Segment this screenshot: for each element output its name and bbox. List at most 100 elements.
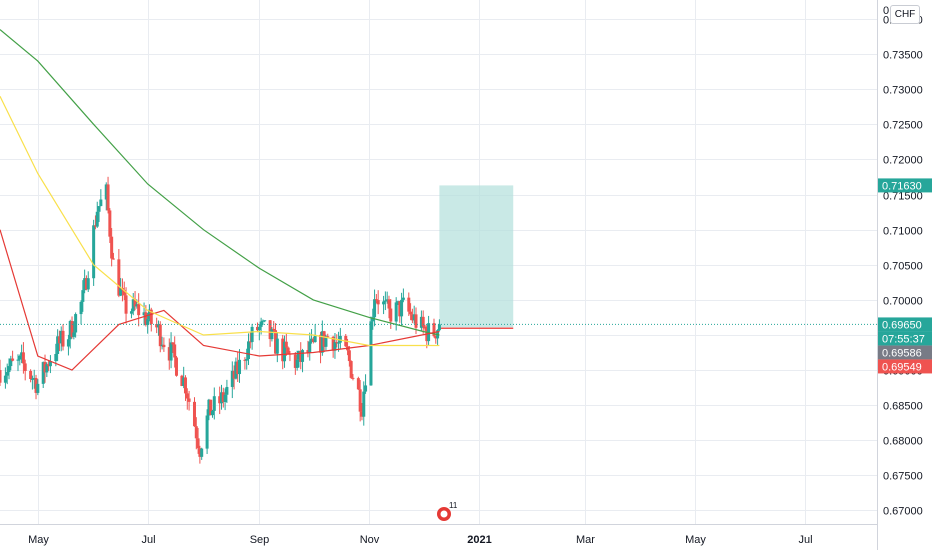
candle-body: [394, 302, 398, 322]
candle-body: [225, 386, 229, 395]
candle-body: [99, 199, 103, 207]
price-tag-label: 0.69586: [882, 347, 922, 359]
candle-body: [56, 336, 60, 354]
price-tick-label: 0.72000: [883, 155, 923, 167]
candle-body: [30, 378, 34, 380]
candle-body: [20, 352, 24, 356]
candle-body: [347, 350, 351, 362]
candle-body: [167, 347, 171, 361]
candle-body: [106, 184, 110, 211]
candle-body: [351, 377, 355, 379]
candle-body: [319, 334, 323, 353]
candle-body: [401, 297, 405, 300]
candle-body: [349, 361, 353, 378]
candle-body: [218, 396, 222, 404]
candle-body: [425, 328, 429, 342]
price-tag-bg: [878, 178, 932, 193]
candle-body: [400, 299, 404, 317]
candle-body: [283, 341, 287, 362]
candle-body: [81, 290, 85, 302]
candle-body: [74, 314, 78, 333]
time-tick-label: Jul: [798, 534, 812, 546]
logo-badge: 11: [449, 501, 458, 510]
candle-body: [47, 364, 51, 367]
candle-body: [54, 353, 58, 362]
candle-body: [144, 312, 148, 326]
candle-body: [79, 301, 83, 315]
candle-body: [358, 389, 362, 412]
candle-body: [11, 358, 15, 361]
candle-body: [371, 317, 375, 322]
currency-button[interactable]: CHF: [890, 5, 920, 24]
candle-body: [207, 399, 211, 416]
candle-body: [326, 336, 330, 338]
candle-body: [9, 358, 13, 367]
candle-body: [160, 344, 164, 347]
candle-body: [158, 324, 162, 347]
candle-body: [72, 332, 76, 337]
price-tick-label: 0.67000: [883, 506, 923, 518]
candle-body: [3, 375, 7, 383]
candle-body: [149, 309, 153, 325]
candle-body: [182, 377, 186, 386]
candles[interactable]: [0, 176, 441, 464]
candle-body: [200, 448, 204, 457]
candle-body: [360, 411, 364, 417]
candle-body: [108, 210, 112, 237]
time-tick-label: Sep: [250, 534, 270, 546]
candle-body: [187, 398, 191, 402]
candle-body: [221, 392, 225, 402]
candle-body: [248, 341, 252, 343]
candle-body: [180, 375, 184, 386]
price-tag-bg: [878, 317, 932, 332]
countdown-tag-label: 07:55:37: [882, 333, 925, 345]
candle-body: [5, 372, 9, 376]
candle-body: [263, 320, 267, 322]
candle-body: [245, 359, 249, 361]
candle-body: [322, 331, 326, 347]
price-axis[interactable]: 0.670000.675000.680000.685000.690000.695…: [883, 5, 923, 518]
candle-body: [313, 334, 317, 343]
candle-body: [129, 311, 133, 314]
candle-body: [293, 354, 297, 368]
time-tick-label: Jul: [141, 534, 155, 546]
time-axis[interactable]: May Jul Sep Nov 2021 Mar May Jul: [28, 534, 812, 546]
price-tick-label: 0.73500: [883, 50, 923, 62]
moving-average-line-2: [0, 229, 440, 371]
candle-body: [131, 299, 135, 312]
candle-body: [173, 344, 177, 358]
candle-body: [301, 350, 305, 362]
candle-body: [268, 320, 272, 340]
candle-body: [21, 352, 25, 364]
candle-body: [29, 370, 33, 379]
candle-body: [209, 399, 213, 416]
candle-body: [0, 370, 2, 383]
tradingview-logo[interactable]: 11: [437, 501, 458, 521]
candle-body: [398, 301, 402, 317]
candle-body: [272, 328, 276, 331]
candle-body: [337, 342, 341, 344]
candle-body: [387, 299, 391, 309]
time-tick-label: Mar: [576, 534, 595, 546]
price-tag-bg: [878, 359, 932, 374]
price-tick-label: 0.67500: [883, 471, 923, 483]
candle-body: [412, 314, 416, 321]
candle-body: [385, 299, 389, 301]
countdown-tag-bg: [878, 331, 932, 346]
candle-body: [306, 350, 310, 353]
position-zone[interactable]: [439, 185, 514, 329]
candle-body: [238, 359, 242, 375]
price-tick-label: 0.71000: [883, 226, 923, 238]
candle-body: [275, 338, 279, 354]
candle-body: [137, 304, 141, 316]
candle-body: [45, 364, 49, 373]
time-tick-label: Nov: [360, 534, 380, 546]
candle-body: [299, 351, 303, 362]
candle-body: [192, 401, 196, 427]
candle-body: [364, 385, 368, 392]
chart-grid: [0, 0, 877, 524]
candle-body: [117, 259, 121, 296]
candle-body: [185, 393, 189, 399]
candle-body: [369, 321, 373, 386]
